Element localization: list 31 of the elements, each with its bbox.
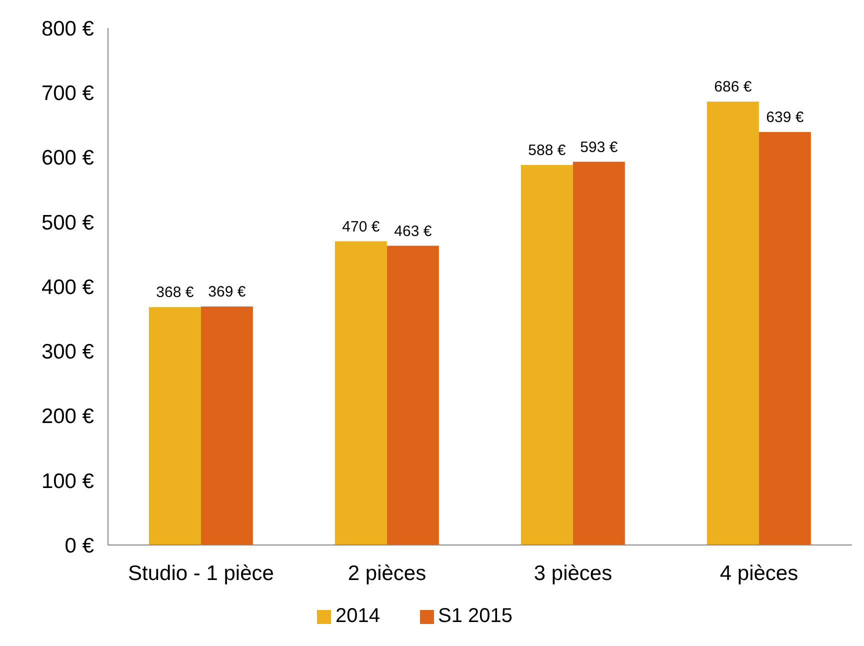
data-label: 639 €: [766, 109, 804, 126]
bar: [148, 307, 201, 545]
x-tick-label: Studio - 1 pièce: [128, 562, 274, 585]
x-tick-label: 3 pièces: [534, 562, 612, 585]
legend-label: S1 2015: [438, 605, 512, 627]
bar: [200, 306, 253, 545]
data-label: 368 €: [156, 284, 194, 302]
y-tick-label: 200 €: [41, 405, 94, 428]
y-tick-label: 100 €: [41, 470, 94, 493]
bar: [334, 241, 387, 545]
legend-label: 2014: [335, 605, 380, 627]
bar: [520, 165, 573, 545]
y-tick-label: 600 €: [41, 146, 94, 170]
y-tick-label: 500 €: [41, 211, 94, 234]
y-tick-label: 300 €: [41, 340, 94, 364]
y-tick-label: 0 €: [64, 534, 94, 558]
bar: [572, 162, 625, 545]
data-label: 470 €: [342, 218, 380, 236]
y-tick-label: 800 €: [41, 17, 94, 40]
data-label: 588 €: [528, 142, 566, 160]
data-label: 463 €: [394, 222, 432, 240]
bar: [758, 132, 811, 545]
y-tick-label: 700 €: [41, 82, 94, 106]
data-label: 686 €: [714, 78, 752, 96]
bar: [706, 102, 759, 545]
data-label: 593 €: [580, 138, 618, 156]
bar: [386, 246, 439, 545]
x-tick-label: 4 pièces: [720, 562, 798, 585]
data-label: 369 €: [208, 284, 246, 301]
x-tick-label: 2 pièces: [348, 562, 426, 585]
y-tick-label: 400 €: [41, 276, 94, 299]
